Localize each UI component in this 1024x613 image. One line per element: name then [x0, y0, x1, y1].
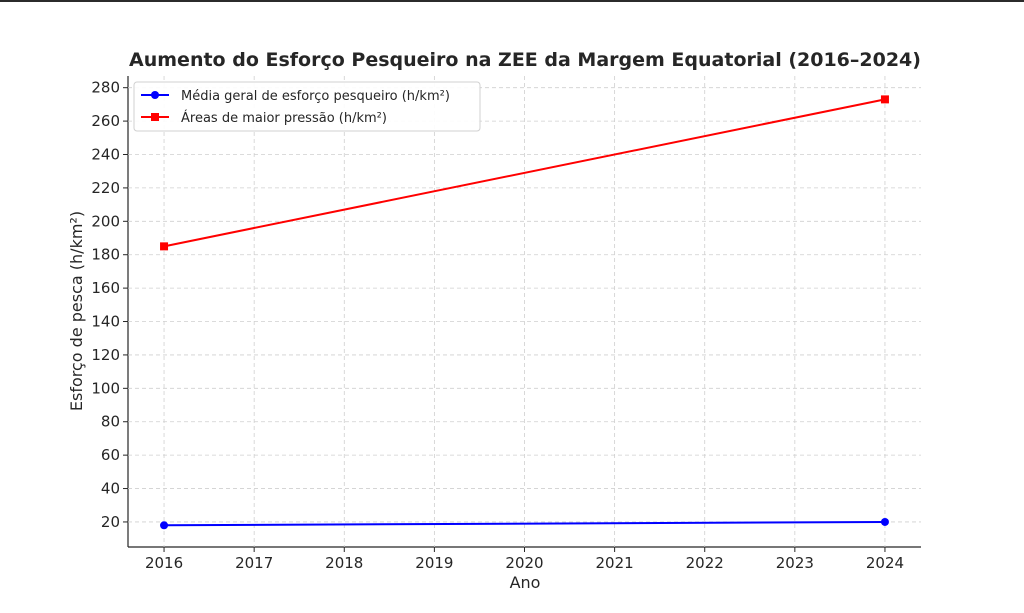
series-2-point [160, 242, 169, 251]
x-tick-label: 2021 [596, 554, 634, 572]
y-tick-label: 40 [101, 480, 120, 498]
x-axis-ticks: 2016 2017 2018 2019 2020 2021 2022 2023 2024 [145, 547, 904, 572]
x-tick-label: 2022 [686, 554, 724, 572]
y-tick-label: 280 [91, 79, 120, 97]
series-1-point [160, 521, 169, 530]
series-line-1 [164, 520, 885, 527]
x-tick-label: 2023 [776, 554, 814, 572]
chart-title: Aumento do Esforço Pesqueiro na ZEE da M… [129, 49, 921, 71]
y-tick-label: 180 [91, 246, 120, 264]
legend-label-2: Áreas de maior pressão (h/km²) [181, 110, 387, 126]
series-2-point [880, 95, 889, 104]
x-tick-label: 2018 [325, 554, 363, 572]
x-tick-label: 2016 [145, 554, 183, 572]
series-layer [160, 95, 889, 530]
y-tick-label: 80 [101, 413, 120, 431]
y-tick-label: 100 [91, 379, 120, 397]
y-tick-label: 200 [91, 212, 120, 230]
grid-lines [127, 76, 921, 548]
y-tick-label: 120 [91, 346, 120, 364]
series-line-2 [163, 98, 886, 248]
y-tick-label: 160 [91, 279, 120, 297]
legend: Média geral de esforço pesqueiro (h/km²)… [133, 81, 481, 132]
legend-box [133, 81, 481, 132]
y-tick-label: 220 [91, 179, 120, 197]
x-tick-label: 2020 [505, 554, 543, 572]
y-tick-label: 140 [91, 313, 120, 331]
x-tick-label: 2019 [415, 554, 453, 572]
x-axis-label: Ano [510, 573, 541, 592]
x-tick-label: 2024 [866, 554, 904, 572]
y-axis-ticks: 20 40 60 80 100 120 140 160 180 200 220 240 260 280 [91, 79, 128, 531]
series-1-point [880, 517, 889, 526]
y-tick-label: 240 [91, 146, 120, 164]
legend-marker-2 [151, 113, 159, 121]
window-top-border [0, 0, 1024, 2]
y-tick-label: 60 [101, 446, 120, 464]
y-tick-label: 260 [91, 112, 120, 130]
legend-marker-1 [151, 91, 159, 99]
legend-label-1: Média geral de esforço pesqueiro (h/km²) [181, 89, 450, 104]
y-axis-label: Esforço de pesca (h/km²) [67, 211, 86, 411]
x-tick-label: 2017 [235, 554, 273, 572]
y-tick-label: 20 [101, 513, 120, 531]
